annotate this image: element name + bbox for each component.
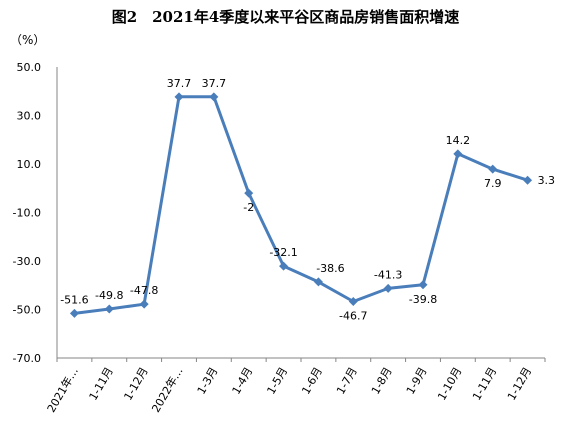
data-label: -49.8	[95, 289, 123, 302]
data-point-marker	[383, 283, 393, 293]
data-label: -51.6	[60, 293, 88, 306]
data-point-marker	[209, 92, 219, 102]
data-point-marker	[279, 261, 289, 271]
x-tick-label: 1-12月	[505, 365, 534, 403]
data-labels: -51.6 -49.8 -47.8 37.7 37.7 -2 -32.1 -38.6 -46.7…	[60, 77, 555, 323]
x-tick-label: 2022年…	[148, 365, 185, 415]
data-label: -41.3	[374, 268, 402, 281]
x-tick-label: 1-11月	[87, 365, 116, 403]
x-tick-label: 1-5月	[264, 365, 290, 397]
data-label: -2	[243, 201, 254, 214]
x-tick-label: 1-9月	[404, 365, 430, 397]
data-label: 37.7	[167, 77, 192, 90]
x-tick-label: 1-10月	[435, 365, 464, 403]
series-line	[74, 95, 529, 315]
y-tick-label: -30.0	[13, 255, 41, 268]
data-label: -39.8	[409, 293, 437, 306]
data-point-marker	[104, 304, 114, 314]
chart-title: 图2 2021年4季度以来平谷区商品房销售面积增速	[111, 8, 460, 26]
data-label: 14.2	[446, 134, 471, 147]
data-point-marker	[523, 175, 533, 185]
chart-axes	[56, 67, 546, 362]
y-tick-label: 50.0	[17, 61, 42, 74]
data-label: 7.9	[484, 177, 502, 190]
data-point-marker	[348, 296, 358, 306]
data-label: -38.6	[316, 262, 344, 275]
data-point-marker	[139, 299, 149, 309]
y-axis-unit-label: （%）	[10, 33, 45, 47]
x-tick-label: 1-7月	[334, 365, 360, 397]
y-tick-label: -70.0	[13, 352, 41, 365]
series-line-group	[74, 95, 529, 315]
x-tick-label: 1-6月	[299, 365, 325, 397]
x-tick-label: 1-3月	[195, 365, 221, 397]
x-tick-label: 1-8月	[369, 365, 395, 397]
data-point-marker	[418, 280, 428, 290]
data-label: -47.8	[130, 284, 158, 297]
data-label: -32.1	[269, 246, 297, 259]
data-label: 37.7	[202, 77, 227, 90]
y-tick-label: 10.0	[17, 158, 42, 171]
x-tick-label: 1-12月	[121, 365, 150, 403]
data-point-marker	[69, 308, 79, 318]
y-tick-label: -10.0	[13, 207, 41, 220]
data-label: -46.7	[339, 309, 367, 322]
series-markers	[69, 92, 533, 318]
data-point-marker	[488, 164, 498, 174]
data-label: 3.3	[538, 174, 556, 187]
y-tick-label: -50.0	[13, 304, 41, 317]
data-point-marker	[174, 92, 184, 102]
x-tick-label: 1-4月	[230, 365, 256, 397]
x-tick-label: 2021年…	[44, 365, 81, 415]
data-point-marker	[244, 188, 254, 198]
data-point-marker	[453, 149, 463, 159]
y-tick-label: 30.0	[17, 110, 42, 123]
x-tick-label: 1-11月	[470, 365, 499, 403]
data-point-marker	[313, 277, 323, 287]
y-tick-labels: 50.0 30.0 10.0 -10.0 -30.0 -50.0 -70.0	[13, 61, 41, 365]
